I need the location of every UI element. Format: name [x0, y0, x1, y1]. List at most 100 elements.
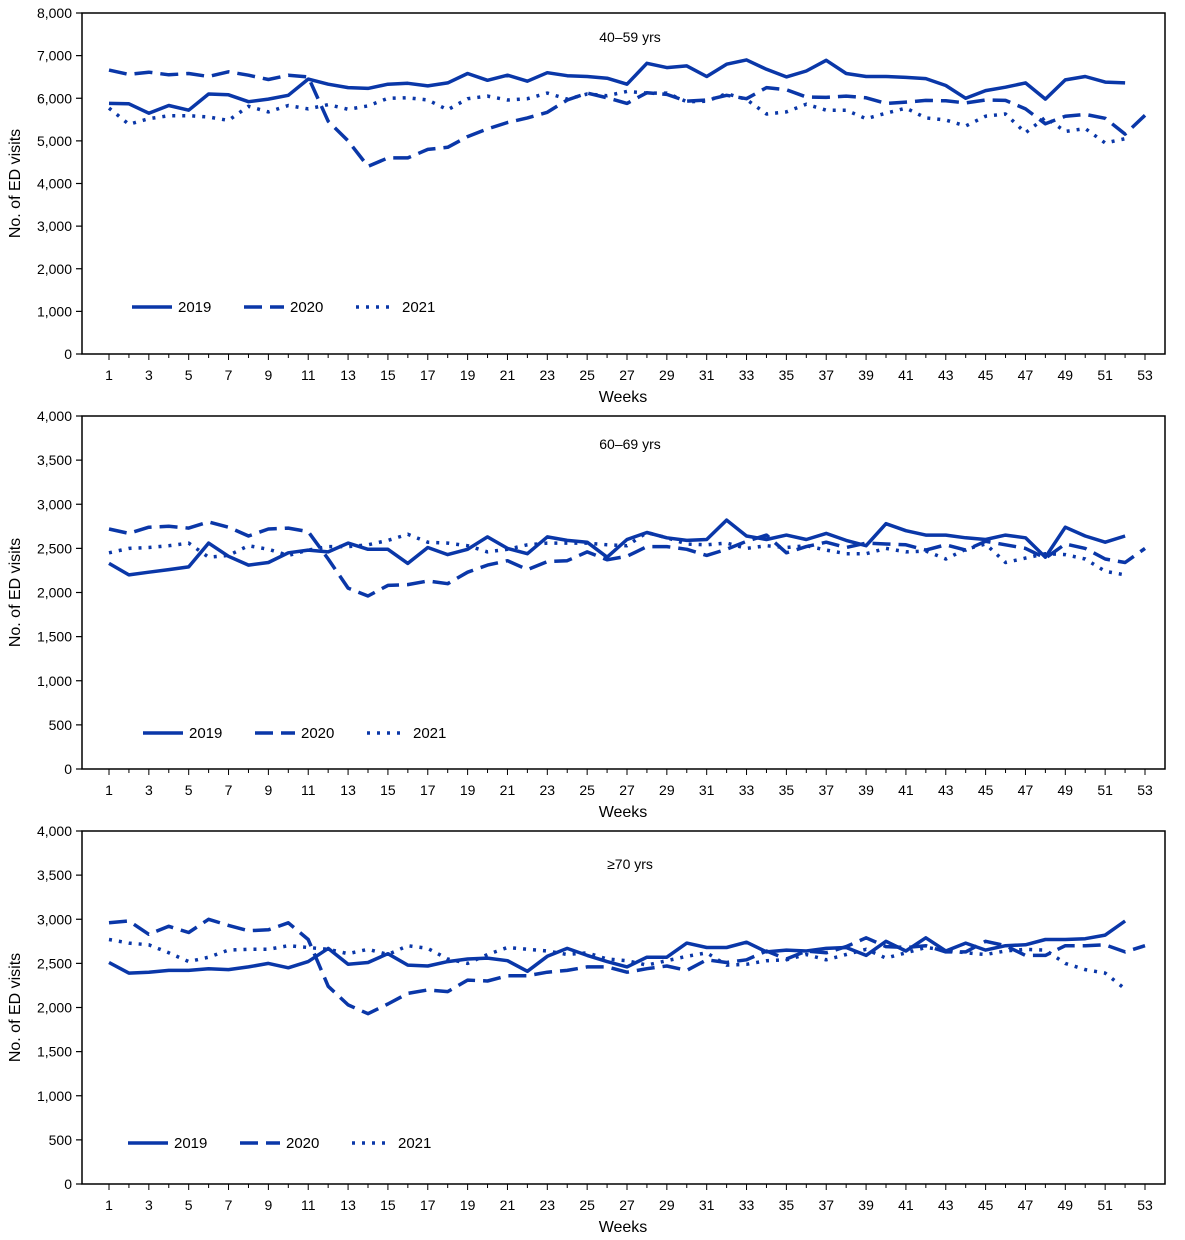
x-tick-label: 19	[460, 1197, 476, 1213]
x-tick-label: 47	[1018, 782, 1034, 798]
x-tick-label: 7	[225, 782, 233, 798]
x-tick-label: 49	[1058, 782, 1074, 798]
plot-frame	[81, 12, 1166, 355]
x-tick-label: 27	[619, 782, 635, 798]
x-tick-label: 1	[105, 367, 113, 383]
x-tick-label: 15	[380, 367, 396, 383]
legend-label-2021: 2021	[402, 299, 435, 316]
x-tick-label: 11	[301, 1197, 316, 1213]
y-tick-label: 500	[49, 1132, 73, 1148]
plot-frame	[81, 830, 1166, 1185]
x-tick-label: 23	[540, 1197, 556, 1213]
x-tick-label: 31	[699, 1197, 715, 1213]
x-tick-label: 49	[1058, 367, 1074, 383]
x-tick-label: 41	[898, 1197, 914, 1213]
series-line-2021	[108, 530, 1126, 577]
x-tick-label: 43	[938, 367, 954, 383]
y-tick-label: 1,000	[37, 673, 72, 689]
x-tick-label: 51	[1097, 782, 1113, 798]
x-tick-label: 3	[145, 1197, 153, 1213]
x-tick-label: 53	[1137, 367, 1153, 383]
x-tick-label: 25	[579, 367, 595, 383]
panel-3: 0 500 1,000 1,500 2,000 2,500 3,000 3,500 4,000 1…	[7, 823, 1166, 1236]
x-axis-label: Weeks	[599, 804, 648, 821]
x-tick-label: 37	[818, 782, 834, 798]
x-tick-label: 11	[301, 367, 316, 383]
x-tick-label: 19	[460, 782, 476, 798]
y-axis-label: No. of ED visits	[7, 538, 24, 647]
y-tick-label: 2,000	[37, 1000, 72, 1016]
x-tick-label: 3	[145, 367, 153, 383]
x-tick-label: 41	[898, 367, 914, 383]
y-tick-label: 1,000	[37, 1088, 72, 1104]
y-tick-label: 2,500	[37, 540, 72, 556]
x-tick-label: 3	[145, 782, 153, 798]
y-tick-label: 3,500	[37, 452, 72, 468]
x-tick-label: 9	[264, 367, 272, 383]
x-tick-label: 31	[699, 782, 715, 798]
x-tick-label: 39	[858, 367, 874, 383]
x-tick-label: 51	[1097, 1197, 1113, 1213]
x-tick-label: 33	[739, 782, 755, 798]
legend-label-2021: 2021	[398, 1135, 431, 1152]
y-tick-label: 4,000	[37, 176, 72, 192]
series-line-2019	[108, 58, 1126, 115]
legend-label-2019: 2019	[174, 1135, 207, 1152]
series-line-2020	[108, 917, 1146, 1016]
legend-label-2020: 2020	[301, 725, 334, 742]
legend-label-2019: 2019	[189, 725, 222, 742]
x-tick-label: 31	[699, 367, 715, 383]
y-tick-label: 1,500	[37, 1044, 72, 1060]
x-tick-label: 21	[500, 367, 516, 383]
y-tick-label: 3,000	[37, 496, 72, 512]
x-tick-label: 13	[340, 367, 356, 383]
x-tick-label: 37	[818, 367, 834, 383]
y-tick-label: 3,000	[37, 911, 72, 927]
x-tick-label: 35	[779, 1197, 795, 1213]
x-tick-label: 15	[380, 1197, 396, 1213]
legend-label-2021: 2021	[413, 725, 446, 742]
y-tick-label: 0	[64, 761, 72, 777]
x-axis-label: Weeks	[599, 1219, 648, 1236]
y-tick-label: 0	[64, 346, 72, 362]
x-tick-label: 29	[659, 367, 675, 383]
x-tick-label: 7	[225, 1197, 233, 1213]
x-tick-label: 19	[460, 367, 476, 383]
x-tick-label: 25	[579, 782, 595, 798]
x-tick-label: 5	[185, 367, 193, 383]
x-tick-label: 37	[818, 1197, 834, 1213]
x-tick-label: 7	[225, 367, 233, 383]
panel-2: 0 500 1,000 1,500 2,000 2,500 3,000 3,500 4,000 1…	[7, 408, 1166, 821]
x-tick-label: 43	[938, 782, 954, 798]
series-line-2020	[108, 520, 1147, 598]
y-tick-label: 3,500	[37, 867, 72, 883]
plot-frame	[81, 415, 1166, 770]
legend-label-2020: 2020	[286, 1135, 319, 1152]
y-tick-label: 8,000	[37, 5, 72, 21]
x-tick-label: 17	[420, 782, 436, 798]
x-tick-label: 35	[779, 367, 795, 383]
legend-label-2019: 2019	[178, 299, 211, 316]
x-tick-label: 15	[380, 782, 396, 798]
x-tick-label: 25	[579, 1197, 595, 1213]
x-tick-label: 9	[264, 1197, 272, 1213]
x-tick-label: 39	[858, 782, 874, 798]
y-tick-label: 4,000	[37, 823, 72, 839]
x-tick-label: 11	[301, 782, 316, 798]
x-tick-label: 47	[1018, 1197, 1034, 1213]
x-tick-label: 49	[1058, 1197, 1074, 1213]
x-tick-label: 23	[540, 782, 556, 798]
x-tick-label: 47	[1018, 367, 1034, 383]
x-tick-label: 53	[1137, 782, 1153, 798]
y-tick-label: 2,000	[37, 261, 72, 277]
x-tick-label: 1	[105, 782, 113, 798]
y-tick-label: 2,000	[37, 585, 72, 601]
x-tick-label: 5	[185, 1197, 193, 1213]
panel-1: 0 1,000 2,000 3,000 4,000 5,000 6,000 7,000 8,00…	[7, 5, 1166, 406]
x-tick-label: 39	[858, 1197, 874, 1213]
x-tick-label: 33	[739, 1197, 755, 1213]
x-tick-label: 13	[340, 782, 356, 798]
y-tick-label: 0	[64, 1176, 72, 1192]
x-tick-label: 29	[659, 782, 675, 798]
